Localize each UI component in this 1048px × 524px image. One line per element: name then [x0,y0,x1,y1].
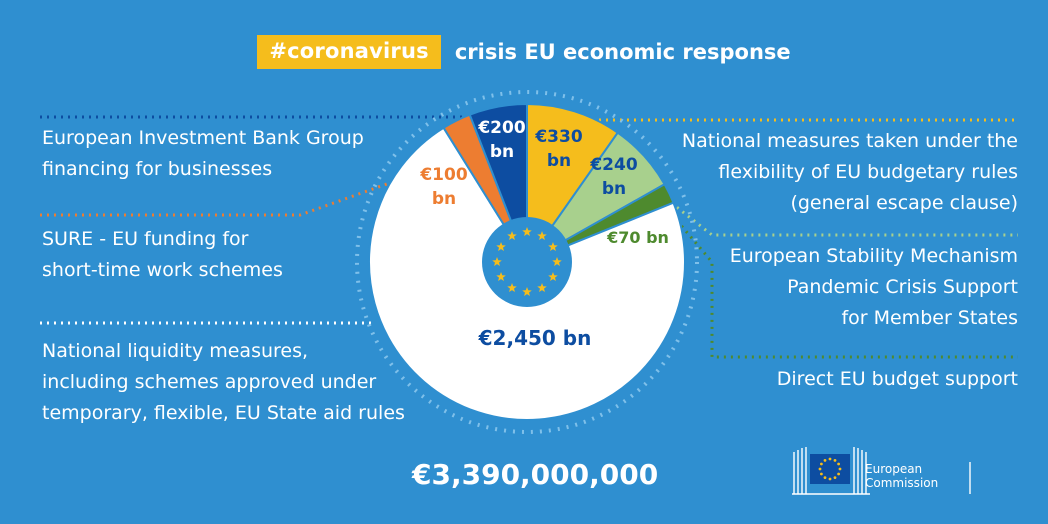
label-liquidity-line3: temporary, flexible, EU State aid rules [42,402,405,424]
slice-label-5-line1: €200 [477,118,525,138]
leader-line-sure [40,163,441,217]
eu-star-icon [522,227,532,237]
eu-star-icon [537,282,547,293]
label-direct-line1: Direct EU budget support [776,368,1018,390]
eu-star-icon [507,231,517,241]
eu-star-icon [548,272,558,282]
pie-slice-0 [526,102,620,266]
eu-star-icon [548,242,558,252]
hashtag-badge: #coronavirus [257,35,441,69]
label-eib-line2: financing for businesses [42,158,273,180]
slice-label-5-line2: bn [490,142,514,162]
slice-label-2-line1: €70 bn [606,228,669,247]
label-esm-line2: Pandemic Crisis Support [787,276,1018,298]
label-liquidity-line2: including schemes approved under [42,371,377,393]
label-esm: European Stability Mechanism Pandemic Cr… [730,241,1018,334]
total-amount: €3,390,000,000 [412,458,659,491]
eu-star-icon [492,257,502,267]
slice-label-1-line1: €240 [589,155,637,175]
label-national: National measures taken under the flexib… [682,126,1018,219]
label-esm-line3: for Member States [841,307,1018,329]
logo-text-line2: Commission [865,476,939,490]
eu-star-icon [552,257,562,267]
european-commission-logo [792,447,971,495]
label-sure-line2: short-time work schemes [42,259,283,281]
outer-dotted-ring [355,90,699,434]
slice-label-4-line1: €100 [419,165,467,185]
leader-lines [40,115,1018,359]
slice-label-4-line2: bn [432,189,456,209]
eu-stars [492,227,562,297]
page-title: crisis EU economic response [454,40,791,64]
slice-labels: €330 bn €240 bn €70 bn €2,450 bn €100 bn €200 bn [419,118,669,350]
leader-line-esm [654,188,1018,237]
eu-star-icon [522,287,532,297]
logo-text: European Commission [865,462,938,490]
label-eib-line1: European Investment Bank Group [42,127,364,149]
label-direct: Direct EU budget support [777,364,1018,395]
eu-star-icon [496,272,506,282]
label-sure-line1: SURE - EU funding for [42,228,249,250]
eu-star-icon [507,282,517,293]
leader-line-direct [666,209,1018,359]
label-national-line3: (general escape clause) [790,192,1018,214]
slice-label-0-line1: €330 [534,127,582,147]
logo-text-line1: European [865,462,923,476]
label-sure: SURE - EU funding for short-time work sc… [42,224,283,286]
label-national-line2: flexibility of EU budgetary rules [718,161,1018,183]
slice-label-1-line2: bn [602,179,626,199]
title-bar: #coronavirus crisis EU economic response [0,35,1048,69]
eu-emblem-circle [482,217,572,307]
label-national-line1: National measures taken under the [681,130,1018,152]
label-liquidity-line1: National liquidity measures, [42,340,309,362]
slice-label-3-line1: €2,450 bn [478,326,592,350]
eu-star-icon [496,242,506,252]
label-eib: European Investment Bank Group financing… [42,123,364,185]
slice-label-0-line2: bn [547,151,571,171]
label-esm-line1: European Stability Mechanism [729,245,1018,267]
eu-star-icon [537,231,547,241]
label-liquidity: National liquidity measures, including s… [42,336,405,429]
